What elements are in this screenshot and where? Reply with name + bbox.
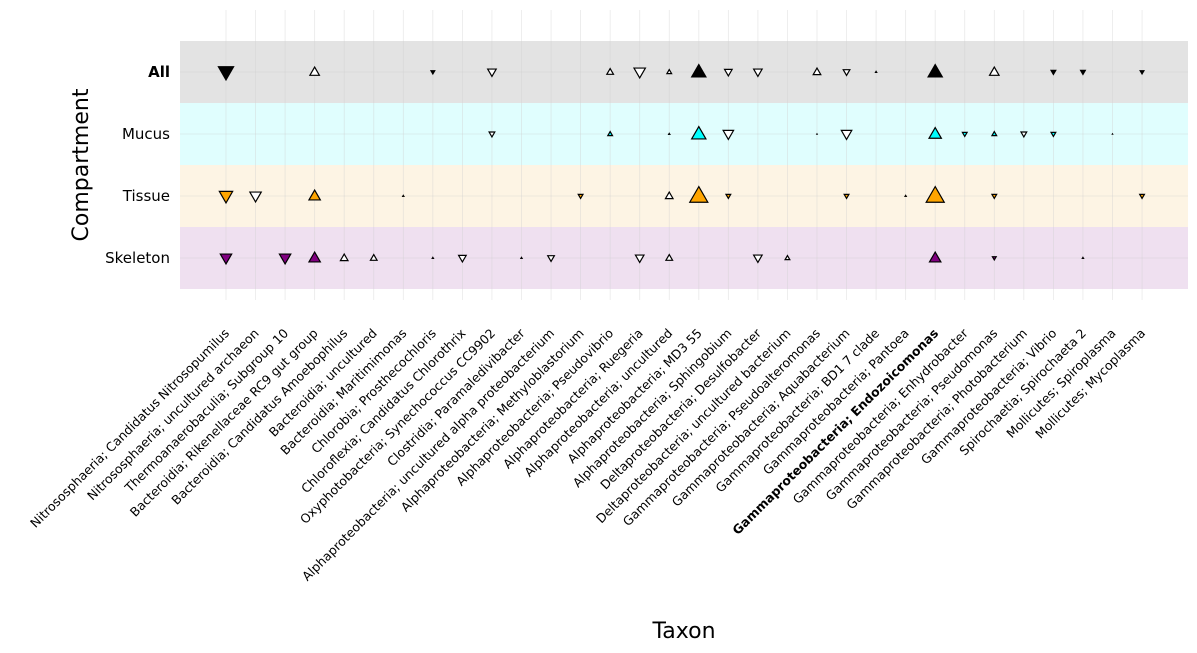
marker-up-triangle xyxy=(307,250,322,263)
band-all xyxy=(180,41,1188,103)
marker-down-triangle xyxy=(724,193,732,200)
marker-up-triangle xyxy=(784,254,791,261)
grid-lines xyxy=(180,10,1188,300)
marker-down-triangle xyxy=(634,254,646,264)
marker-up-triangle xyxy=(664,253,674,261)
x-axis-title: Taxon xyxy=(651,619,715,644)
marker-up-triangle xyxy=(812,66,822,76)
y-tick-label: Skeleton xyxy=(105,249,170,267)
marker-up-triangle xyxy=(690,125,707,140)
marker-layer xyxy=(217,63,1146,266)
compartment-bands xyxy=(180,41,1188,289)
marker-down-triangle xyxy=(219,253,233,266)
marker-up-triangle xyxy=(904,194,908,198)
y-tick-label: Tissue xyxy=(122,187,170,205)
marker-down-triangle xyxy=(842,69,851,77)
marker-down-triangle xyxy=(218,190,234,205)
marker-up-triangle xyxy=(431,256,435,260)
marker-down-triangle xyxy=(1049,69,1057,76)
y-axis-title: Compartment xyxy=(69,88,94,241)
marker-down-triangle xyxy=(752,68,764,78)
marker-down-triangle xyxy=(488,131,496,139)
marker-down-triangle xyxy=(991,256,998,262)
marker-up-triangle xyxy=(690,63,707,78)
marker-up-triangle xyxy=(927,126,943,139)
marker-down-triangle xyxy=(752,254,764,264)
marker-down-triangle xyxy=(990,193,998,200)
marker-up-triangle xyxy=(401,194,405,198)
x-tick-labels: Nitrososphaeria; Candidatus Nitrosopumil… xyxy=(27,325,1148,584)
marker-up-triangle xyxy=(874,70,878,74)
marker-up-triangle xyxy=(339,252,350,262)
marker-down-triangle xyxy=(278,253,292,266)
marker-down-triangle xyxy=(723,68,734,78)
marker-up-triangle xyxy=(990,130,998,137)
marker-down-triangle xyxy=(248,191,263,204)
y-tick-label: Mucus xyxy=(122,125,170,143)
x-tick-label: Nitrososphaeria; Candidatus Nitrosopumil… xyxy=(27,326,232,531)
band-skeleton xyxy=(180,227,1188,289)
marker-down-triangle xyxy=(1079,69,1087,76)
marker-up-triangle xyxy=(664,190,675,200)
marker-down-triangle xyxy=(961,131,969,138)
band-tissue xyxy=(180,165,1188,227)
marker-up-triangle xyxy=(665,68,673,75)
marker-down-triangle xyxy=(722,129,735,141)
marker-up-triangle xyxy=(815,132,819,135)
marker-up-triangle xyxy=(369,253,379,261)
marker-down-triangle xyxy=(486,68,498,78)
marker-up-triangle xyxy=(308,65,321,76)
marker-up-triangle xyxy=(688,185,709,203)
marker-up-triangle xyxy=(605,67,615,75)
marker-up-triangle xyxy=(1081,256,1085,260)
marker-down-triangle xyxy=(1049,131,1057,138)
marker-down-triangle xyxy=(1019,131,1028,139)
marker-up-triangle xyxy=(925,185,946,203)
marker-down-triangle xyxy=(429,70,436,76)
y-tick-label: All xyxy=(148,63,170,81)
marker-up-triangle xyxy=(606,130,614,137)
marker-down-triangle xyxy=(843,193,850,200)
marker-down-triangle xyxy=(1139,70,1145,76)
marker-down-triangle xyxy=(1138,193,1146,200)
marker-down-triangle xyxy=(217,66,235,82)
marker-down-triangle xyxy=(577,193,585,200)
marker-up-triangle xyxy=(928,250,942,263)
marker-down-triangle xyxy=(632,67,647,80)
marker-up-triangle xyxy=(307,188,322,201)
marker-up-triangle xyxy=(1111,132,1114,135)
marker-up-triangle xyxy=(519,256,524,260)
marker-up-triangle xyxy=(667,132,671,136)
marker-down-triangle xyxy=(546,255,556,263)
marker-up-triangle xyxy=(927,63,944,78)
marker-down-triangle xyxy=(457,254,468,264)
marker-down-triangle xyxy=(840,129,853,141)
y-tick-labels: All Mucus Tissue Skeleton xyxy=(105,63,170,267)
band-mucus xyxy=(180,103,1188,165)
marker-up-triangle xyxy=(988,65,1001,76)
